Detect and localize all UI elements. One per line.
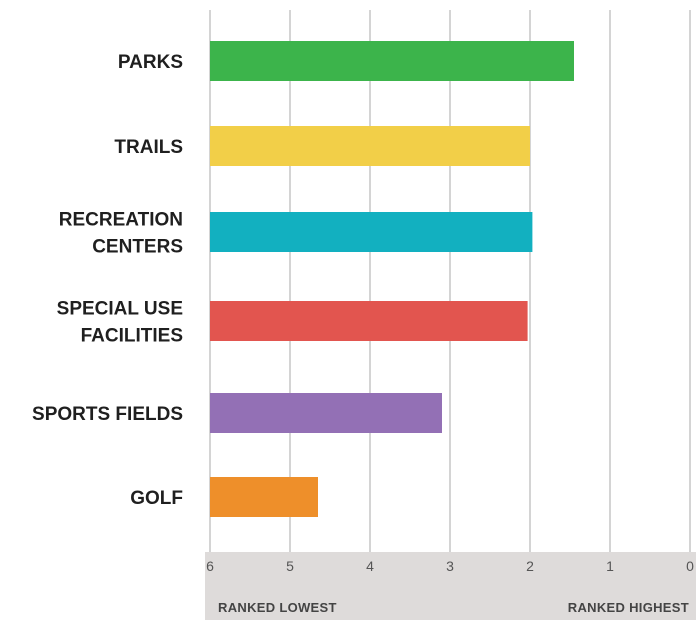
- bar-2: [210, 212, 533, 252]
- axis-end-label-right: RANKED HIGHEST: [568, 600, 689, 615]
- category-label-0-0: PARKS: [118, 52, 183, 73]
- bar-1: [210, 126, 530, 166]
- tick-label-2: 2: [526, 558, 534, 574]
- tick-label-6: 6: [206, 558, 214, 574]
- category-label-5-0: GOLF: [130, 488, 183, 509]
- bar-4: [210, 393, 442, 433]
- tick-label-3: 3: [446, 558, 454, 574]
- category-label-3-0: SPECIAL USE: [57, 299, 183, 320]
- tick-label-layer: 6 5 4 3 2 1 0: [206, 558, 694, 574]
- category-label-3-1: FACILITIES: [81, 326, 183, 347]
- bar-0: [210, 41, 574, 81]
- grid-layer: [209, 10, 691, 552]
- tick-label-1: 1: [606, 558, 614, 574]
- category-label-layer: PARKS TRAILS RECREATION CENTERS SPECIAL USE F…: [32, 52, 183, 509]
- category-label-2-1: CENTERS: [92, 237, 183, 258]
- bar-3: [210, 301, 528, 341]
- axis-band: [205, 552, 696, 620]
- axis-end-label-left: RANKED LOWEST: [218, 600, 337, 615]
- category-label-1-0: TRAILS: [114, 137, 183, 158]
- tick-label-4: 4: [366, 558, 374, 574]
- bar-5: [210, 477, 318, 517]
- tick-label-5: 5: [286, 558, 294, 574]
- bar-layer: [210, 41, 574, 517]
- category-label-4-0: SPORTS FIELDS: [32, 404, 183, 425]
- category-label-2-0: RECREATION: [59, 210, 183, 231]
- tick-label-0: 0: [686, 558, 694, 574]
